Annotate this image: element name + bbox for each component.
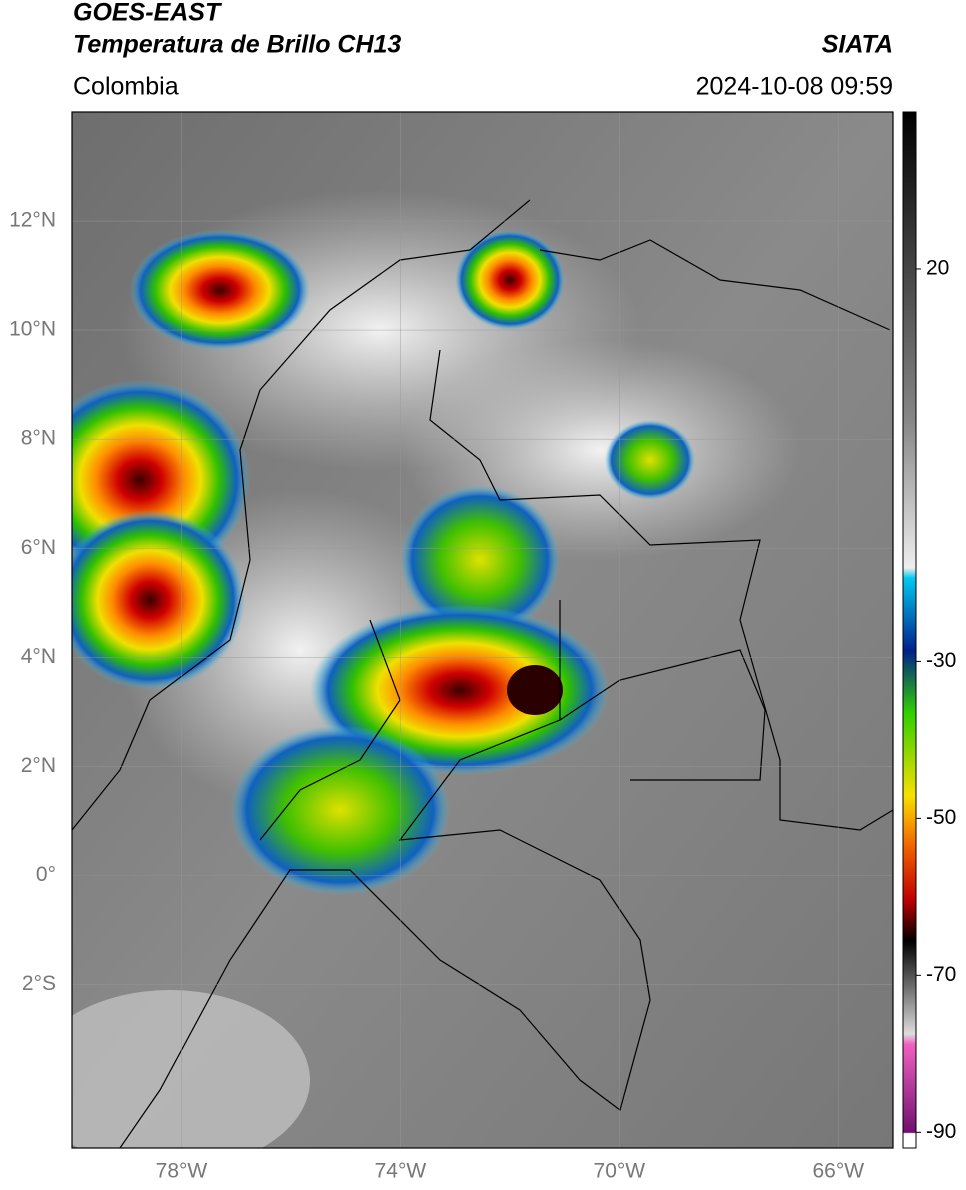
lon-tick-label: 70°W: [594, 1160, 646, 1183]
timestamp: 2024-10-08 09:59: [696, 73, 893, 101]
lat-tick-label: 6°N: [21, 536, 56, 559]
lat-tick-label: 4°N: [21, 645, 56, 668]
source: SIATA: [822, 31, 893, 59]
colorbar-tick-label: -30: [926, 649, 956, 672]
subtitle: Temperatura de Brillo CH13: [73, 31, 401, 59]
region: Colombia: [73, 73, 179, 101]
map-frame: [71, 111, 894, 1149]
colorbar-tick-label: -50: [926, 806, 956, 829]
lat-tick-label: 10°N: [9, 318, 56, 341]
satellite-image: [72, 112, 893, 1148]
lat-tick-label: 8°N: [21, 427, 56, 450]
colorbar: [902, 111, 917, 1149]
colorbar-tick-label: -90: [926, 1120, 956, 1143]
lon-tick-label: 78°W: [156, 1160, 208, 1183]
lat-tick-label: 12°N: [9, 209, 56, 232]
lon-tick-label: 74°W: [375, 1160, 427, 1183]
colorbar-tick-label: -70: [926, 963, 956, 986]
title: GOES-EAST: [73, 0, 223, 27]
lat-tick-label: 0°: [36, 863, 56, 886]
lat-tick-label: 2°N: [21, 754, 56, 777]
lat-tick-label: 2°S: [22, 972, 56, 995]
lon-tick-label: 66°W: [812, 1160, 864, 1183]
colorbar-tick-label: 20: [926, 257, 949, 280]
